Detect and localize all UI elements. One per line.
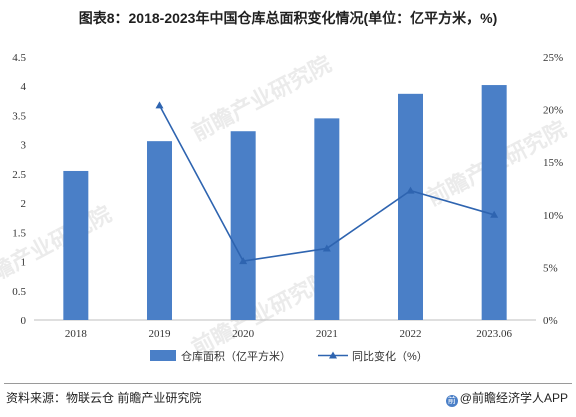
axes: 0 0.5 1 1.5 2 2.5 3 3.5 4 4.5 0% 5% 10% 15% 20% 25% 2018… — [12, 52, 563, 340]
legend-label-line: 同比变化（%） — [352, 349, 428, 363]
brand-icon: 前 — [445, 395, 458, 407]
credit-text: @前瞻经济学人APP — [459, 391, 568, 405]
triangle-marker — [155, 101, 164, 109]
y-right-tick-label: 20% — [543, 105, 563, 117]
legend: 仓库面积（亿平方米） 同比变化（%） — [150, 349, 428, 363]
footer-divider — [4, 383, 572, 384]
bar — [230, 131, 256, 320]
watermark-text: 前瞻产业研究院 — [188, 51, 336, 145]
x-tick-label: 2018 — [65, 328, 88, 340]
source-note: 资料来源：物联云仓 前瞻产业研究院 — [6, 391, 202, 405]
legend-swatch-bars — [150, 350, 176, 361]
y-left-tick-label: 4.5 — [12, 52, 26, 64]
line-series — [155, 101, 499, 265]
legend-triangle-marker — [329, 351, 337, 359]
bar — [63, 170, 89, 320]
legend-label-bars: 仓库面积（亿平方米） — [181, 349, 291, 363]
x-tick-label: 2021 — [316, 328, 338, 340]
x-tick-label: 2023.06 — [476, 328, 512, 340]
bar — [147, 141, 172, 320]
y-left-tick-label: 3.5 — [12, 110, 26, 122]
credit-note: 前 @前瞻经济学人APP — [445, 389, 568, 407]
y-left-tick-label: 2.5 — [12, 169, 26, 181]
watermark-text: 前瞻产业研究院 — [188, 266, 336, 360]
y-left-tick-label: 1.5 — [12, 227, 26, 239]
y-right-tick-label: 10% — [543, 210, 563, 222]
y-left-tick-label: 1 — [21, 257, 27, 269]
bar — [314, 118, 340, 320]
chart-title: 图表8：2018-2023年中国仓库总面积变化情况(单位：亿平方米，%) — [78, 10, 498, 26]
y-left-tick-label: 3 — [21, 140, 27, 152]
x-tick-label: 2022 — [400, 328, 422, 340]
watermark-text: 前瞻产业研究院 — [0, 201, 115, 295]
combo-chart: 前瞻产业研究院前瞻产业研究院前瞻产业研究院前瞻产业研究院 00.511.522.… — [0, 51, 570, 363]
triangle-marker — [406, 186, 415, 194]
y-left-tick-label: 2 — [21, 198, 27, 210]
y-right-tick-label: 15% — [543, 157, 563, 169]
triangle-marker — [239, 257, 248, 265]
triangle-marker — [490, 210, 499, 218]
triangle-marker — [322, 244, 331, 252]
y-left-tick-label: 4 — [21, 81, 27, 93]
y-right-tick-label: 0% — [543, 315, 558, 327]
bar — [481, 85, 507, 320]
x-tick-label: 2020 — [232, 328, 255, 340]
y-left-tick-label: 0 — [21, 315, 27, 327]
bar-series — [63, 85, 507, 320]
y-right-tick-label: 25% — [543, 52, 563, 64]
y-left-tick-label: 0.5 — [12, 286, 26, 298]
y-right-tick-label: 5% — [543, 262, 558, 274]
bar — [398, 93, 423, 320]
x-tick-label: 2019 — [149, 328, 172, 340]
